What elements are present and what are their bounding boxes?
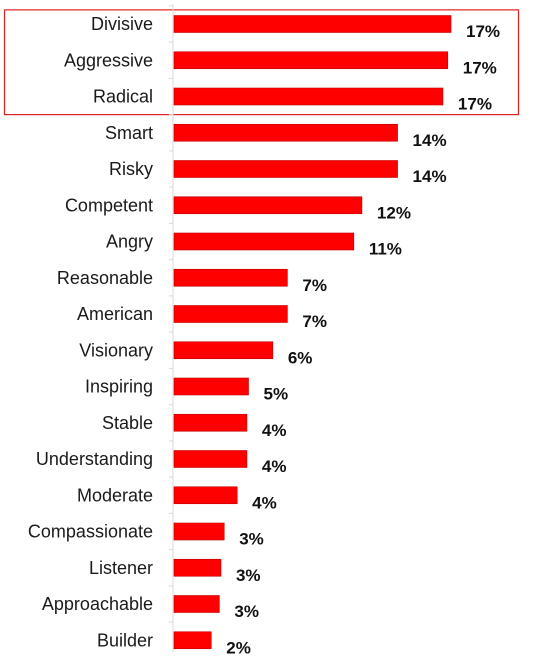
- bar-inspiring: [173, 377, 249, 396]
- category-label-compassionate: Compassionate: [28, 522, 153, 542]
- bar-reasonable: [173, 268, 288, 287]
- category-label-visionary: Visionary: [79, 340, 153, 360]
- category-label-approachable: Approachable: [42, 594, 153, 614]
- bar-competent: [173, 196, 363, 215]
- bar-builder: [173, 631, 212, 650]
- category-label-reasonable: Reasonable: [57, 268, 153, 288]
- category-label-moderate: Moderate: [77, 485, 153, 505]
- value-label-approachable: 3%: [234, 602, 259, 621]
- value-label-angry: 11%: [369, 240, 402, 259]
- bar-stable: [173, 413, 248, 432]
- bar-aggressive: [173, 51, 449, 70]
- category-label-risky: Risky: [109, 159, 153, 179]
- category-label-listener: Listener: [89, 558, 153, 578]
- bars: [173, 15, 452, 650]
- bar-divisive: [173, 15, 452, 33]
- category-label-angry: Angry: [106, 232, 153, 252]
- bar-angry: [173, 232, 355, 251]
- category-labels: Divisive Aggressive Radical Smart Risky Compe…: [28, 14, 153, 650]
- value-label-understanding: 4%: [262, 457, 287, 476]
- value-labels: 17%17%17%14%14%12%11%7%7%6%5%4%4%4%3%3%3…: [226, 22, 500, 656]
- value-label-moderate: 4%: [252, 493, 277, 512]
- axis-ticks: [169, 5, 173, 623]
- bar-approachable: [173, 595, 220, 613]
- category-label-competent: Competent: [65, 195, 153, 215]
- value-label-american: 7%: [302, 312, 327, 331]
- category-label-stable: Stable: [102, 413, 153, 433]
- value-label-reasonable: 7%: [302, 276, 327, 295]
- value-label-builder: 2%: [226, 638, 251, 656]
- category-label-builder: Builder: [97, 630, 153, 650]
- highlight-layer: [3, 9, 520, 116]
- category-label-divisive: Divisive: [91, 14, 153, 34]
- category-label-understanding: Understanding: [36, 449, 153, 469]
- value-label-smart: 14%: [413, 131, 447, 150]
- value-label-divisive: 17%: [466, 22, 500, 41]
- bar-american: [173, 305, 288, 323]
- value-label-inspiring: 5%: [264, 385, 289, 404]
- value-label-radical: 17%: [458, 95, 492, 114]
- category-label-aggressive: Aggressive: [64, 50, 153, 70]
- value-label-competent: 12%: [377, 203, 411, 222]
- bar-moderate: [173, 486, 238, 505]
- bar-listener: [173, 558, 222, 577]
- category-label-smart: Smart: [105, 123, 153, 143]
- bar-understanding: [173, 450, 248, 468]
- highlight-box: [3, 9, 520, 116]
- value-label-compassionate: 3%: [239, 530, 264, 549]
- bar-risky: [173, 160, 398, 178]
- category-label-inspiring: Inspiring: [85, 377, 153, 397]
- value-label-risky: 14%: [413, 167, 447, 186]
- category-label-american: American: [77, 304, 153, 324]
- value-label-visionary: 6%: [288, 348, 313, 367]
- value-label-stable: 4%: [262, 421, 287, 440]
- bar-visionary: [173, 341, 274, 360]
- value-label-aggressive: 17%: [463, 58, 497, 77]
- category-label-radical: Radical: [93, 87, 153, 107]
- bar-smart: [173, 123, 398, 142]
- bar-compassionate: [173, 522, 225, 541]
- bar-radical: [173, 87, 444, 106]
- value-label-listener: 3%: [236, 566, 261, 585]
